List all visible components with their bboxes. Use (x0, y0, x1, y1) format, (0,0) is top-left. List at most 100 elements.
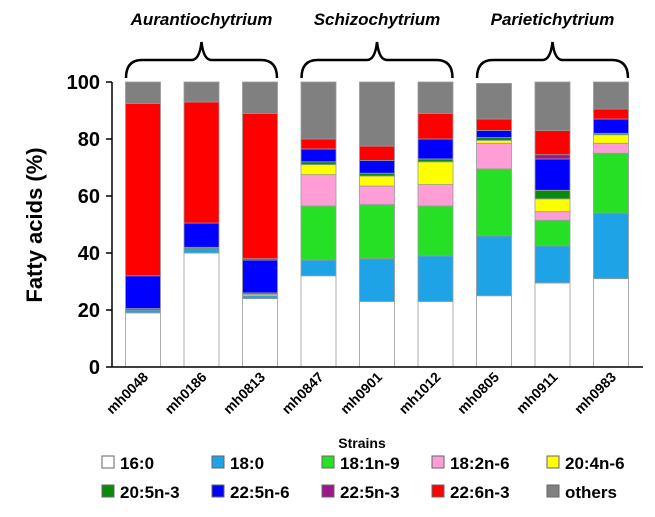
bar-segment-16-0 (183, 252, 220, 368)
group-label: Schizochytrium (314, 10, 441, 29)
bar-segment-18-2n-6 (476, 142, 512, 170)
axes (111, 82, 643, 368)
legend-swatch (546, 455, 560, 469)
y-tick-label: 100 (67, 72, 100, 94)
bar-segment-16-0 (417, 301, 454, 368)
bar-segment-22-6n-3 (300, 138, 337, 150)
bar-segment-18-0 (534, 245, 571, 284)
legend-item: 22:5n-6 (211, 483, 290, 502)
bar-stack-mh0186 (183, 81, 220, 368)
legend-label: 18:2n-6 (450, 454, 510, 473)
legend-label: 22:5n-3 (340, 483, 400, 502)
bar-segment-18-1n-9 (534, 219, 571, 247)
group-bracket (475, 41, 630, 79)
bar-segment-22-6n-3 (125, 102, 161, 277)
legend-swatch (321, 455, 335, 469)
x-axis-categories: mh0048 mh0186 mh0813 mh0847 mh0901 mh1012 mh08… (103, 369, 619, 417)
y-tick-label: 40 (78, 243, 100, 265)
bar-segment-others (125, 81, 161, 104)
bar-segment-18-1n-9 (476, 168, 512, 237)
bar-segment-16-0 (534, 282, 571, 368)
legend-item: 18:2n-6 (431, 454, 510, 473)
bar-stack-mh1012 (417, 81, 454, 368)
bar-segment-others (417, 81, 454, 114)
x-tick-label: mh0186 (161, 369, 209, 417)
bar-segment-18-0 (593, 212, 629, 280)
legend-label: 22:5n-6 (230, 483, 290, 502)
bar-segment-22-5n-6 (242, 259, 278, 294)
bar-segment-22-5n-6 (593, 118, 629, 134)
bar-segment-others (300, 81, 337, 140)
x-tick-label: mh0983 (571, 369, 619, 417)
bar-segment-18-0 (183, 248, 220, 254)
bar-segment-18-0 (476, 235, 512, 297)
legend-swatch (211, 484, 225, 498)
x-axis-label: Strains (338, 435, 386, 451)
bar-segment-18-0 (125, 309, 161, 314)
bar-segment-16-0 (242, 298, 278, 368)
bar-segment-22-6n-3 (417, 112, 454, 140)
x-tick-label: mh0847 (278, 369, 326, 417)
legend-label: 22:6n-3 (450, 483, 510, 502)
bar-segment-18-2n-6 (359, 185, 395, 205)
bar-segment-others (183, 81, 220, 103)
bar-segment-18-0 (300, 259, 337, 277)
bar-segment-16-0 (476, 295, 512, 368)
y-tick-label: 80 (78, 129, 100, 151)
bar-segment-22-6n-3 (476, 118, 512, 131)
legend-item: 20:5n-3 (101, 483, 180, 502)
bar-stack-mh0813 (242, 81, 278, 368)
bar-segment-18-2n-6 (593, 142, 629, 154)
legend-item: 22:6n-3 (431, 483, 510, 502)
bar-segment-others (359, 81, 395, 147)
strain-groups: Aurantiochytrium Schizochytrium Parietichy… (124, 10, 630, 79)
y-axis-label: Fatty acids (%) (22, 147, 47, 302)
group-label: Aurantiochytrium (130, 10, 273, 29)
bar-segment-18-1n-9 (417, 205, 454, 257)
legend-item: 16:0 (101, 454, 154, 473)
bar-segment-22-6n-3 (183, 101, 220, 224)
legend-swatch (321, 484, 335, 498)
bar-stack-mh0911 (534, 81, 571, 368)
bar-segment-20-5n-3 (417, 158, 454, 163)
bar-segment-22-5n-6 (300, 148, 337, 163)
bar-segment-18-2n-6 (417, 184, 454, 207)
y-axis-ticks: 0 20 40 60 80 100 (67, 72, 112, 379)
legend-swatch (431, 455, 445, 469)
x-tick-label: mh0813 (220, 369, 268, 417)
bar-stack-mh0901 (359, 81, 395, 368)
bar-segment-18-2n-6 (534, 211, 571, 221)
bar-segment-20-4n-6 (534, 198, 571, 213)
bar-segment-others (242, 81, 278, 114)
bar-segment-22-6n-3 (534, 130, 571, 156)
legend-swatch (546, 484, 560, 498)
legend-label: 18:0 (230, 454, 264, 473)
x-tick-label: mh0901 (337, 369, 385, 417)
bars (125, 81, 629, 368)
bar-segment-22-6n-3 (359, 145, 395, 161)
bar-segment-22-5n-6 (417, 138, 454, 160)
bar-segment-16-0 (593, 278, 629, 368)
x-tick-label: mh0805 (454, 369, 502, 417)
bar-stack-mh0048 (125, 81, 161, 368)
legend-label: 20:4n-6 (565, 454, 625, 473)
bar-segment-others (593, 81, 629, 110)
legend: 16:0 18:0 18:1n-9 18:2n-6 20:4n-6 20:5n-3 22:5… (101, 454, 625, 502)
bar-segment-22-5n-6 (183, 222, 220, 248)
legend-swatch (101, 484, 115, 498)
legend-label: 18:1n-9 (340, 454, 400, 473)
bar-segment-20-5n-3 (300, 161, 337, 166)
bar-segment-18-1n-9 (593, 152, 629, 214)
bar-segment-22-6n-3 (242, 112, 278, 260)
bar-segment-18-0 (242, 295, 278, 299)
x-tick-label: mh1012 (395, 369, 443, 417)
x-tick-label: mh0911 (513, 369, 561, 417)
bar-segment-18-1n-9 (359, 204, 395, 260)
bar-segment-22-6n-3 (593, 108, 629, 120)
bar-segment-16-0 (125, 312, 161, 368)
bar-segment-20-5n-3 (476, 137, 512, 141)
bar-stack-mh0805 (476, 83, 512, 368)
bar-segment-others (534, 81, 571, 131)
legend-item: 20:4n-6 (546, 454, 625, 473)
legend-swatch (431, 484, 445, 498)
